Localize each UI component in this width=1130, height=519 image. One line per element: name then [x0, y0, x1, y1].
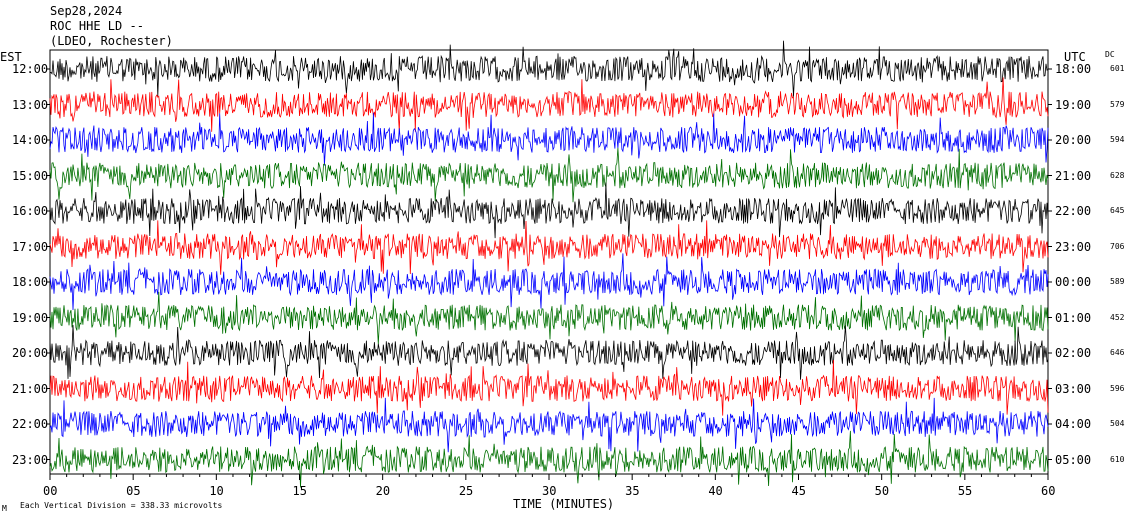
- x-tick-label: 15: [292, 484, 307, 498]
- x-tick-label: 25: [458, 484, 474, 498]
- seismic-trace-1: [49, 77, 1049, 132]
- utc-hour-label: 21:00: [1055, 168, 1092, 183]
- dc-offset-value: 706: [1110, 241, 1125, 251]
- x-tick-label: 10: [209, 484, 224, 498]
- x-axis-label: TIME (MINUTES): [513, 497, 615, 511]
- est-hour-label: 17:00: [12, 239, 49, 254]
- utc-hour-label: 20:00: [1055, 133, 1092, 147]
- seismic-trace-10: [49, 397, 1049, 453]
- seismic-trace-9: [49, 359, 1049, 416]
- timezone-right-label: UTC: [1064, 50, 1086, 64]
- x-tick-label: 60: [1041, 484, 1056, 498]
- seismic-trace-4: [49, 182, 1049, 239]
- x-tick-label: 55: [957, 484, 973, 498]
- dc-offset-value: 579: [1110, 99, 1125, 109]
- vertical-division-note: Each Vertical Division = 338.33 microvol…: [20, 501, 223, 510]
- x-tick-label: 05: [126, 484, 141, 498]
- est-hour-label: 20:00: [12, 346, 49, 360]
- utc-hour-label: 04:00: [1055, 417, 1092, 431]
- est-hour-label: 18:00: [12, 275, 49, 289]
- seismic-trace-5: [49, 220, 1049, 275]
- seismic-trace-2: [49, 112, 1049, 166]
- dc-offset-value: 601: [1110, 64, 1125, 73]
- dc-offset-value: 610: [1110, 454, 1125, 464]
- utc-hour-label: 00:00: [1055, 275, 1092, 289]
- utc-hour-label: 23:00: [1055, 239, 1092, 254]
- est-hour-label: 15:00: [12, 168, 49, 183]
- seismic-trace-3: [49, 147, 1049, 203]
- seismic-trace-6: [49, 253, 1049, 311]
- x-tick-label: 20: [375, 484, 391, 498]
- dc-offset-value: 596: [1110, 383, 1125, 393]
- dc-offset-value: 589: [1110, 277, 1125, 286]
- utc-hour-label: 22:00: [1055, 204, 1092, 218]
- est-hour-label: 16:00: [12, 204, 49, 218]
- dc-offset-value: 628: [1110, 170, 1125, 180]
- x-tick-label: 40: [708, 484, 723, 498]
- x-tick-label: 45: [791, 484, 806, 498]
- est-hour-label: 12:00: [12, 62, 49, 76]
- header-network: (LDEO, Rochester): [50, 34, 173, 48]
- seismic-trace-11: [49, 430, 1049, 488]
- est-hour-label: 22:00: [12, 417, 49, 431]
- x-tick-label: 35: [625, 484, 640, 498]
- est-hour-label: 13:00: [12, 97, 49, 112]
- utc-hour-label: 05:00: [1055, 452, 1092, 467]
- est-hour-label: 19:00: [12, 310, 49, 325]
- est-hour-label: 21:00: [12, 381, 49, 396]
- dc-header-label: DC: [1105, 50, 1115, 59]
- dc-offset-value: 646: [1110, 348, 1125, 357]
- utc-hour-label: 03:00: [1055, 381, 1092, 396]
- x-tick-label: 50: [874, 484, 890, 498]
- header-date: Sep28,2024: [50, 4, 123, 18]
- utc-hour-label: 01:00: [1055, 310, 1092, 325]
- utc-hour-label: 19:00: [1055, 97, 1092, 112]
- utc-hour-label: 02:00: [1055, 346, 1092, 360]
- header-station: ROC HHE LD --: [50, 19, 144, 33]
- utc-hour-label: 18:00: [1055, 62, 1092, 76]
- corner-mark: M: [2, 504, 7, 513]
- x-tick-label: 30: [542, 484, 557, 498]
- seismic-trace-8: [49, 324, 1049, 380]
- x-tick-label: 00: [43, 484, 58, 498]
- dc-offset-value: 645: [1110, 206, 1125, 215]
- est-hour-label: 23:00: [12, 452, 49, 467]
- seismic-trace-0: [49, 40, 1049, 97]
- dc-offset-value: 452: [1110, 312, 1125, 322]
- dc-offset-value: 504: [1110, 419, 1125, 428]
- est-hour-label: 14:00: [12, 133, 49, 147]
- dc-offset-value: 594: [1110, 135, 1125, 144]
- seismic-trace-7: [49, 291, 1049, 345]
- timezone-left-label: EST: [0, 50, 22, 64]
